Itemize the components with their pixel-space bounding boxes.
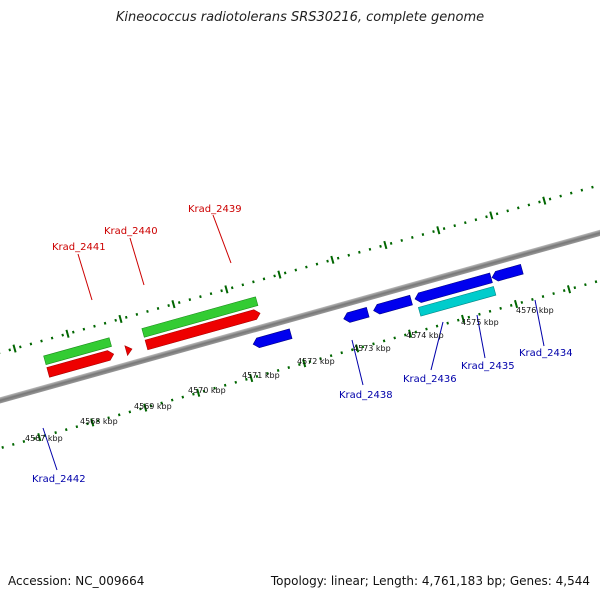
scale-label: 4567 kbp [25, 434, 63, 443]
gene-krad-2435[interactable] [372, 294, 413, 315]
gene-krad-2433[interactable] [491, 264, 524, 282]
scale-label: 4568 kbp [80, 417, 118, 426]
scale-label: 4573 kbp [353, 344, 391, 353]
scale-label: 4571 kbp [242, 371, 280, 380]
map-title: Kineococcus radiotolerans SRS30216, comp… [115, 10, 485, 25]
gene-label-krad-2440[interactable]: Krad_2440 [104, 226, 158, 237]
gene-krad-2438[interactable] [252, 328, 293, 349]
gene-label-krad-2438[interactable]: Krad_2438 [339, 390, 393, 401]
gene-krad-2436[interactable] [342, 307, 370, 323]
gene-label-krad-2439[interactable]: Krad_2439 [188, 204, 242, 215]
scale-label: 4570 kbp [188, 386, 226, 395]
gene-label-krad-2436[interactable]: Krad_2436 [403, 374, 457, 385]
highlight-krad-2441[interactable] [43, 337, 112, 366]
gene-label-krad-2435[interactable]: Krad_2435 [461, 361, 515, 372]
scale-label: 4574 kbp [406, 331, 444, 340]
genome-stats-text: Topology: linear; Length: 4,761,183 bp; … [270, 574, 590, 588]
gene-label-krad-2441[interactable]: Krad_2441 [52, 242, 106, 253]
gene-krad-2441[interactable] [46, 349, 115, 378]
genome-backbone [0, 215, 600, 416]
highlight-krad-2439[interactable] [141, 296, 259, 338]
scale-label: 4576 kbp [516, 306, 554, 315]
gene-krad-2434[interactable] [414, 272, 493, 304]
accession-text: Accession: NC_009664 [8, 574, 145, 588]
scale-label: 4575 kbp [461, 318, 499, 327]
scale-labels: 4567 kbp 4568 kbp 4569 kbp 4570 kbp 4571… [25, 306, 554, 443]
lower-major-ticks [37, 285, 572, 442]
top-label-leaders [77, 214, 232, 301]
highlight-krad-2434[interactable] [417, 286, 497, 317]
upper-major-ticks [12, 196, 547, 353]
scale-label: 4572 kbp [297, 357, 335, 366]
gene-labels: Krad_2441 Krad_2440 Krad_2439 Krad_2442 … [32, 204, 573, 485]
gene-label-krad-2434[interactable]: Krad_2434 [519, 348, 573, 359]
gene-krad-2439[interactable] [144, 308, 261, 351]
scale-label: 4569 kbp [134, 402, 172, 411]
bottom-label-leaders [42, 299, 545, 471]
gene-krad-2440[interactable] [124, 344, 133, 357]
gene-label-krad-2442[interactable]: Krad_2442 [32, 474, 86, 485]
